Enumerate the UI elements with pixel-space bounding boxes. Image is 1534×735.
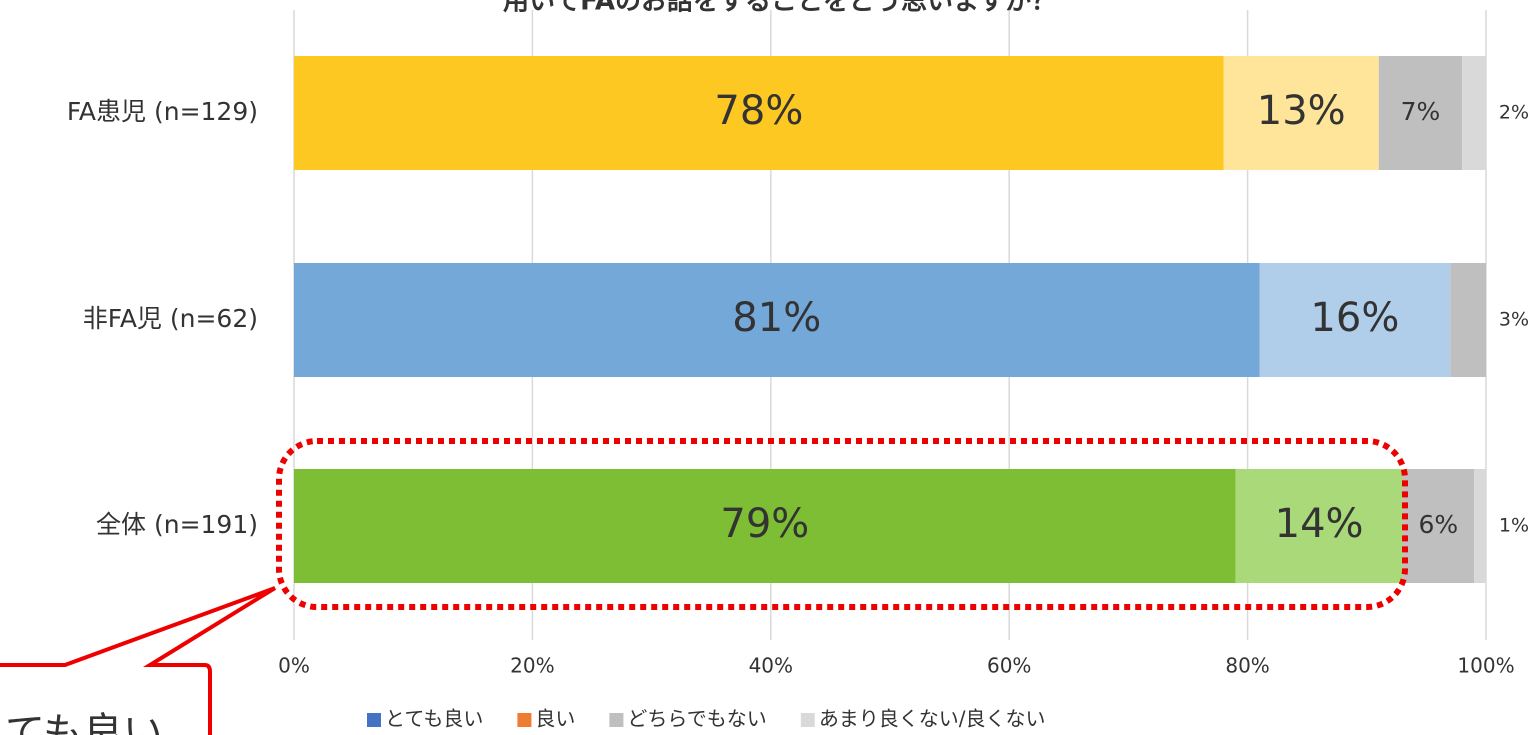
- value-label: 3%: [1499, 309, 1529, 331]
- value-label: 6%: [1418, 510, 1458, 539]
- callout-text: ても良い: [5, 710, 163, 735]
- legend-swatch: [517, 713, 532, 727]
- bar-segment: [1235, 469, 1403, 583]
- category-label: 非FA児 (n=62): [83, 304, 258, 333]
- value-label: 1%: [1499, 515, 1529, 537]
- bar-segment: [1462, 56, 1486, 170]
- legend-label: あまり良くない/良くない: [819, 707, 1046, 731]
- value-label: 13%: [1257, 88, 1346, 134]
- bar-segment: [1474, 469, 1486, 583]
- callout: [0, 586, 277, 735]
- bar-segment: [1450, 263, 1486, 377]
- chart-title: 用いてFAのお話をすることをどう思いますか？: [503, 0, 1057, 17]
- value-label: 7%: [1401, 97, 1441, 126]
- bar-segment: [294, 56, 1224, 170]
- x-tick-label: 40%: [749, 654, 793, 678]
- bar-segment: [1378, 56, 1463, 170]
- bar-segment: [1223, 56, 1379, 170]
- bar-segment: [1402, 469, 1475, 583]
- x-tick-label: 0%: [278, 654, 310, 678]
- x-tick-label: 60%: [987, 654, 1031, 678]
- bar-segment: [294, 469, 1236, 583]
- legend-label: 良い: [535, 707, 575, 731]
- x-tick-label: 80%: [1225, 654, 1269, 678]
- legend-label: とても良い: [385, 707, 483, 731]
- value-label: 16%: [1310, 295, 1399, 341]
- x-tick-label: 100%: [1457, 654, 1514, 678]
- highlight-box: [276, 438, 1408, 610]
- category-label: FA患児 (n=129): [67, 97, 258, 126]
- legend-swatch: [609, 713, 624, 727]
- value-label: 81%: [732, 295, 821, 341]
- legend-swatch: [367, 713, 381, 727]
- value-label: 14%: [1275, 501, 1364, 547]
- value-label: 78%: [714, 88, 803, 134]
- bars: FA患児 (n=129) 78% 13% 7% 2% 非FA児 (n=62) 81% 16% 3…: [67, 56, 1529, 583]
- value-label: 79%: [720, 501, 809, 547]
- legend-swatch: [800, 713, 815, 727]
- bar-segment: [294, 263, 1260, 377]
- legend: とても良い 良い どちらでもない あまり良くない/良くない: [367, 707, 1046, 731]
- legend-label: どちらでもない: [627, 707, 766, 731]
- category-label: 全体 (n=191): [96, 510, 258, 539]
- value-label: 2%: [1499, 102, 1529, 124]
- x-tick-label: 20%: [510, 654, 554, 678]
- bar-segment: [1259, 263, 1451, 377]
